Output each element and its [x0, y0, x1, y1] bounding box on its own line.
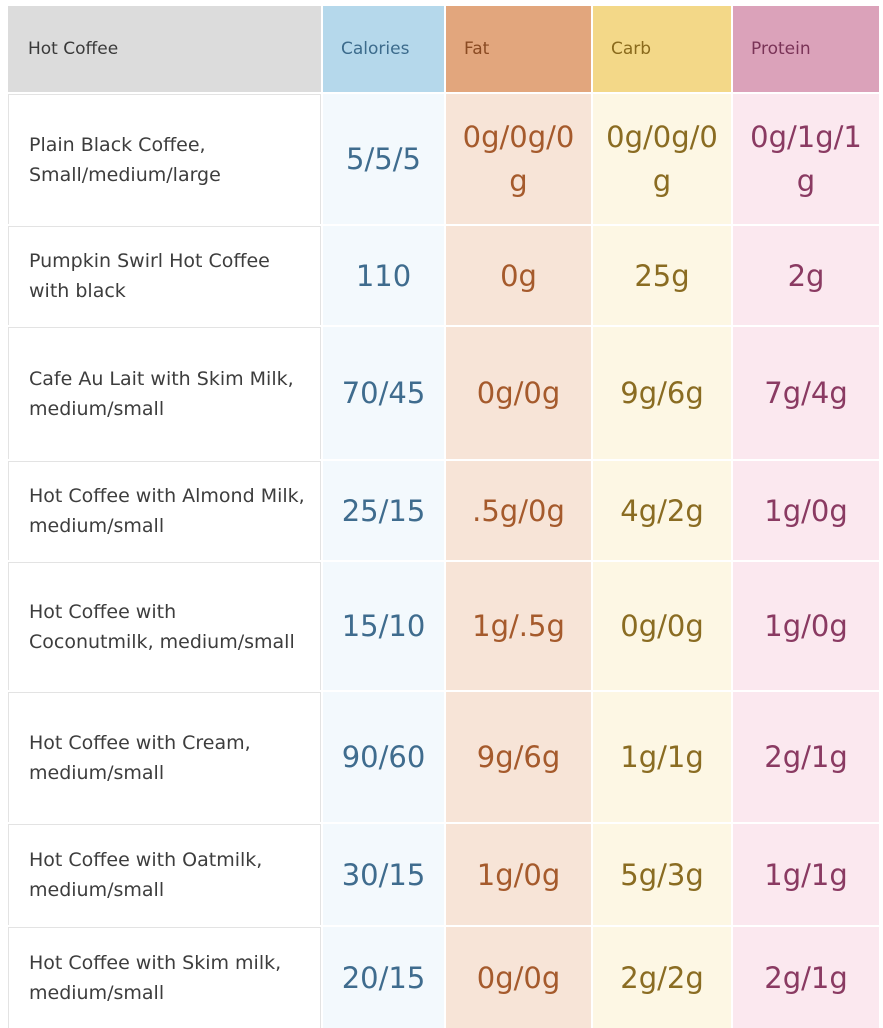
- row-1-calories: 5/5/5: [323, 94, 444, 224]
- row-2-calories: 110: [323, 226, 444, 325]
- header-carb: Carb: [593, 6, 731, 92]
- row-4-calories: 25/15: [323, 461, 444, 560]
- row-7-carb: 5g/3g: [593, 824, 731, 925]
- row-6-name: Hot Coffee with Cream, medium/small: [8, 692, 321, 822]
- row-8-protein: 2g/1g: [733, 927, 879, 1028]
- row-1-carb: 0g/0g/0g: [593, 94, 731, 224]
- row-2-fat: 0g: [446, 226, 591, 325]
- row-8-carb: 2g/2g: [593, 927, 731, 1028]
- row-4-name: Hot Coffee with Almond Milk, medium/smal…: [8, 461, 321, 560]
- row-3-protein: 7g/4g: [733, 327, 879, 459]
- row-7-calories: 30/15: [323, 824, 444, 925]
- row-7-name: Hot Coffee with Oatmilk, medium/small: [8, 824, 321, 925]
- header-calories: Calories: [323, 6, 444, 92]
- row-2-name: Pumpkin Swirl Hot Coffee with black: [8, 226, 321, 325]
- row-5-carb: 0g/0g: [593, 562, 731, 690]
- row-6-calories: 90/60: [323, 692, 444, 822]
- row-1-fat: 0g/0g/0g: [446, 94, 591, 224]
- header-protein: Protein: [733, 6, 879, 92]
- row-7-protein: 1g/1g: [733, 824, 879, 925]
- row-6-fat: 9g/6g: [446, 692, 591, 822]
- row-1-protein: 0g/1g/1g: [733, 94, 879, 224]
- row-6-carb: 1g/1g: [593, 692, 731, 822]
- row-4-protein: 1g/0g: [733, 461, 879, 560]
- row-3-name: Cafe Au Lait with Skim Milk, medium/smal…: [8, 327, 321, 459]
- row-8-calories: 20/15: [323, 927, 444, 1028]
- row-3-carb: 9g/6g: [593, 327, 731, 459]
- row-4-carb: 4g/2g: [593, 461, 731, 560]
- header-hot-coffee: Hot Coffee: [8, 6, 321, 92]
- row-3-fat: 0g/0g: [446, 327, 591, 459]
- row-5-fat: 1g/.5g: [446, 562, 591, 690]
- row-2-protein: 2g: [733, 226, 879, 325]
- row-2-carb: 25g: [593, 226, 731, 325]
- row-8-name: Hot Coffee with Skim milk, medium/small: [8, 927, 321, 1028]
- row-3-calories: 70/45: [323, 327, 444, 459]
- row-5-name: Hot Coffee with Coconutmilk, medium/smal…: [8, 562, 321, 690]
- row-5-protein: 1g/0g: [733, 562, 879, 690]
- row-7-fat: 1g/0g: [446, 824, 591, 925]
- header-fat: Fat: [446, 6, 591, 92]
- row-1-name: Plain Black Coffee, Small/medium/large: [8, 94, 321, 224]
- row-6-protein: 2g/1g: [733, 692, 879, 822]
- nutrition-table: Hot Coffee Calories Fat Carb Protein Pla…: [8, 6, 879, 1028]
- row-8-fat: 0g/0g: [446, 927, 591, 1028]
- row-4-fat: .5g/0g: [446, 461, 591, 560]
- row-5-calories: 15/10: [323, 562, 444, 690]
